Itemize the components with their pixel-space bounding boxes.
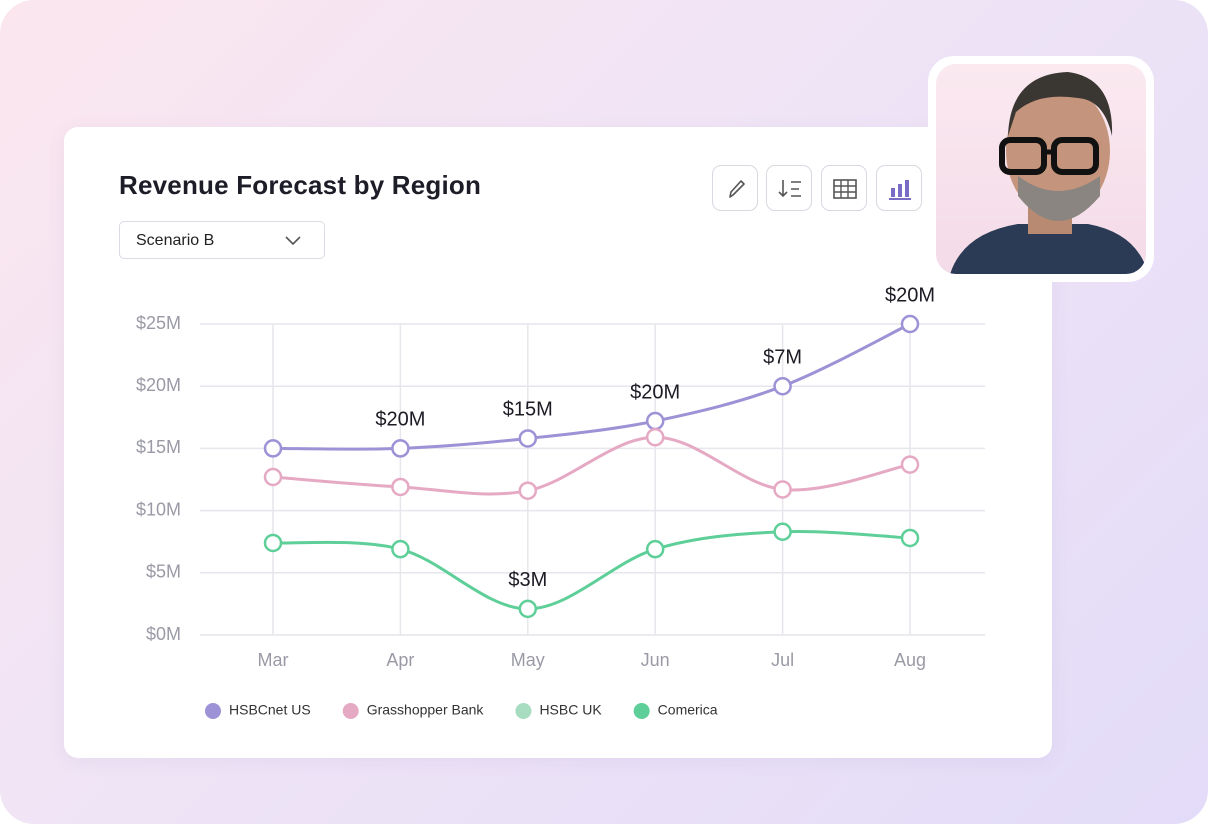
data-point [263, 467, 283, 487]
annotation: $20M [630, 381, 680, 403]
chart-title: Revenue Forecast by Region [119, 170, 482, 200]
x-tick-label: Jul [771, 650, 794, 670]
data-point [518, 599, 538, 619]
y-tick-label: $5M [146, 562, 181, 582]
pencil-icon [729, 180, 745, 198]
x-tick-label: Apr [386, 650, 414, 670]
user-avatar [928, 56, 1154, 282]
data-point [645, 539, 665, 559]
data-point [773, 522, 792, 541]
y-tick-label: $15M [136, 437, 181, 457]
sort-icon [778, 180, 801, 198]
x-tick-label: Jun [641, 650, 670, 670]
data-point [900, 455, 920, 474]
legend-label: Comerica [658, 702, 718, 718]
annotation: $3M [508, 569, 547, 591]
avatar-photo [936, 64, 1146, 274]
legend-swatch [205, 703, 221, 719]
x-tick-label: Mar [258, 650, 289, 670]
legend-label: Grasshopper Bank [367, 702, 485, 718]
chart-button[interactable] [876, 165, 922, 211]
table-icon [833, 179, 857, 199]
dropdown-label: Scenario B [136, 232, 215, 249]
data-point [391, 477, 410, 497]
data-point [773, 376, 792, 396]
x-tick-label: May [511, 650, 545, 670]
data-point [645, 427, 665, 447]
data-point [391, 439, 410, 458]
legend-swatch [633, 703, 650, 719]
annotation: $20M [375, 409, 425, 431]
y-tick-label: $0M [146, 624, 181, 644]
y-tick-label: $25M [136, 313, 181, 333]
y-tick-label: $10M [136, 499, 181, 519]
table-button[interactable] [821, 165, 867, 211]
data-point [263, 533, 283, 553]
x-tick-label: Aug [894, 650, 926, 670]
series-line [271, 322, 912, 451]
data-point [900, 528, 920, 548]
data-point [773, 480, 792, 499]
series-line [271, 435, 912, 496]
data-point [518, 481, 538, 500]
sort-button[interactable] [766, 165, 812, 211]
y-tick-label: $20M [136, 375, 181, 395]
legend-swatch [342, 703, 359, 719]
legend-swatch [515, 703, 532, 719]
annotation: $20M [885, 284, 935, 306]
chevron-icon [285, 236, 301, 246]
legend-label: HSBCnet US [229, 702, 311, 718]
data-point [518, 429, 538, 448]
data-point [263, 439, 283, 458]
data-point [645, 411, 665, 431]
data-point [391, 539, 410, 559]
edit-button[interactable] [712, 165, 758, 211]
annotation: $7M [763, 346, 802, 368]
series-line [271, 529, 912, 611]
scenario-dropdown[interactable]: Scenario B [119, 221, 325, 259]
bar-chart-icon [889, 180, 911, 200]
annotation: $15M [503, 399, 553, 421]
legend-label: HSBC UK [539, 702, 602, 718]
data-point [900, 314, 920, 334]
